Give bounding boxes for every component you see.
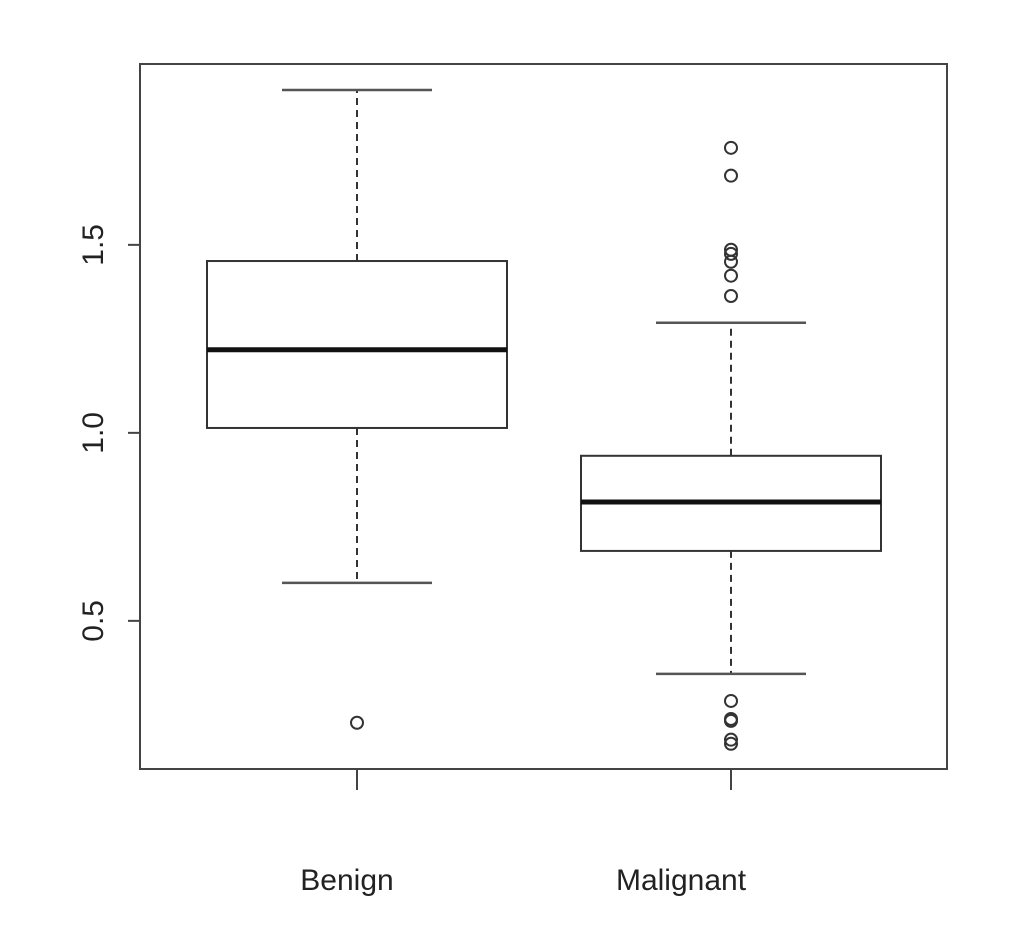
outlier [724, 168, 738, 183]
outlier [724, 254, 738, 269]
outlier [724, 713, 738, 728]
outlier [724, 140, 738, 155]
y-tick-label: 0.5 [77, 600, 110, 642]
x-tick-label: Malignant [616, 864, 747, 897]
box [206, 260, 508, 429]
outlier [350, 715, 364, 730]
outlier [724, 732, 738, 747]
y-tick-label: 1.0 [77, 412, 110, 454]
outlier [724, 288, 738, 303]
outlier [724, 693, 738, 708]
y-tick-label: 1.5 [77, 224, 110, 266]
outlier [724, 246, 738, 261]
outlier [724, 736, 738, 751]
outlier [724, 268, 738, 283]
plot-frame [139, 63, 948, 770]
x-tick-label: Benign [300, 864, 393, 897]
